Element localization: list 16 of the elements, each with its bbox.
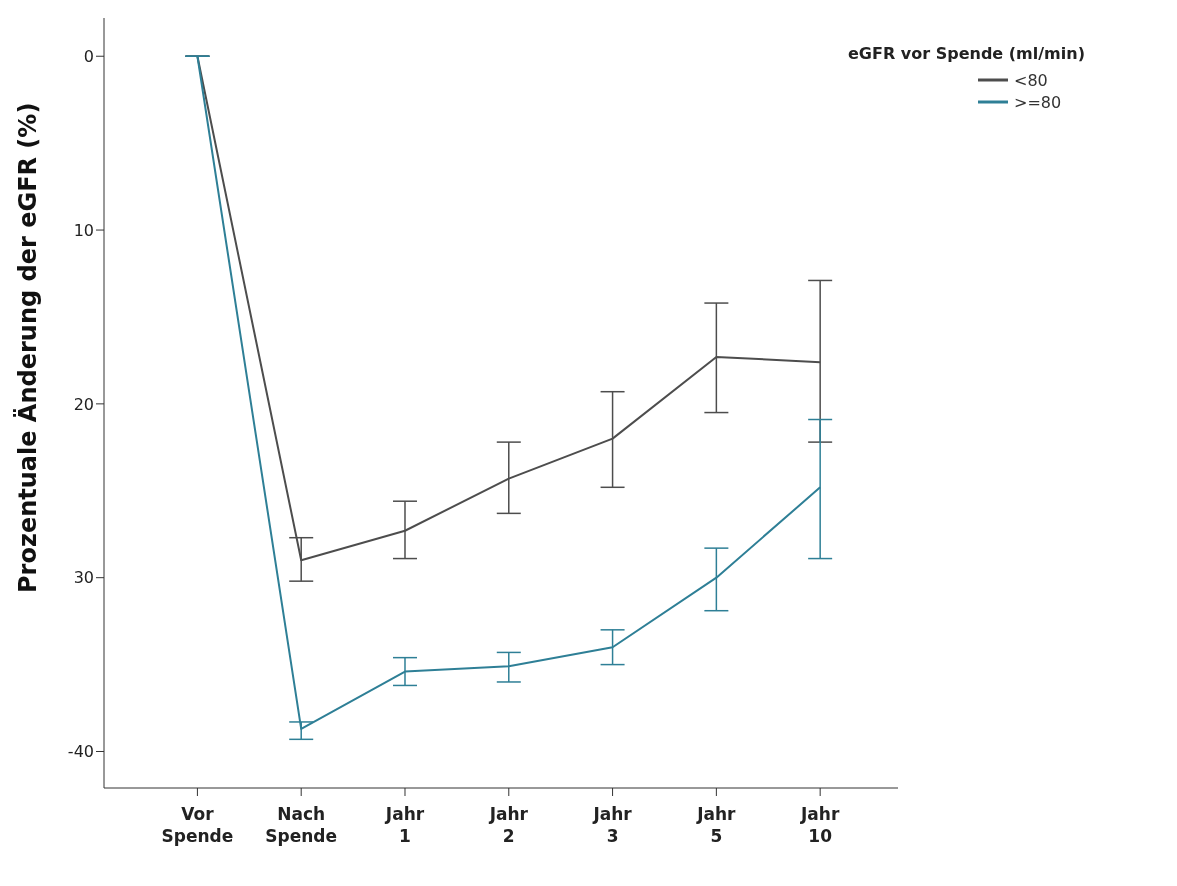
- x-tick-label: Nach Spende: [265, 804, 338, 846]
- x-tick-label: Jahr 2: [488, 804, 529, 846]
- legend-title: eGFR vor Spende (ml/min): [848, 44, 1085, 63]
- y-tick-label: 30: [73, 568, 94, 588]
- legend-label: >=80: [1014, 92, 1062, 112]
- y-tick-label: 20: [73, 394, 94, 414]
- x-tick-label: Jahr 3: [592, 804, 633, 846]
- x-tick-label: Jahr 5: [696, 804, 737, 846]
- x-tick-label: Jahr 1: [384, 804, 425, 846]
- legend-label: <80: [1014, 70, 1048, 90]
- y-tick-label: 0: [83, 46, 94, 66]
- y-tick-label: -40: [67, 742, 94, 762]
- x-tick-label: Jahr 10: [800, 804, 840, 846]
- x-tick-label: Vor Spende: [161, 804, 234, 846]
- y-axis-title: Prozentuale Änderung der eGFR (%): [12, 102, 42, 593]
- y-tick-label: 10: [73, 220, 94, 240]
